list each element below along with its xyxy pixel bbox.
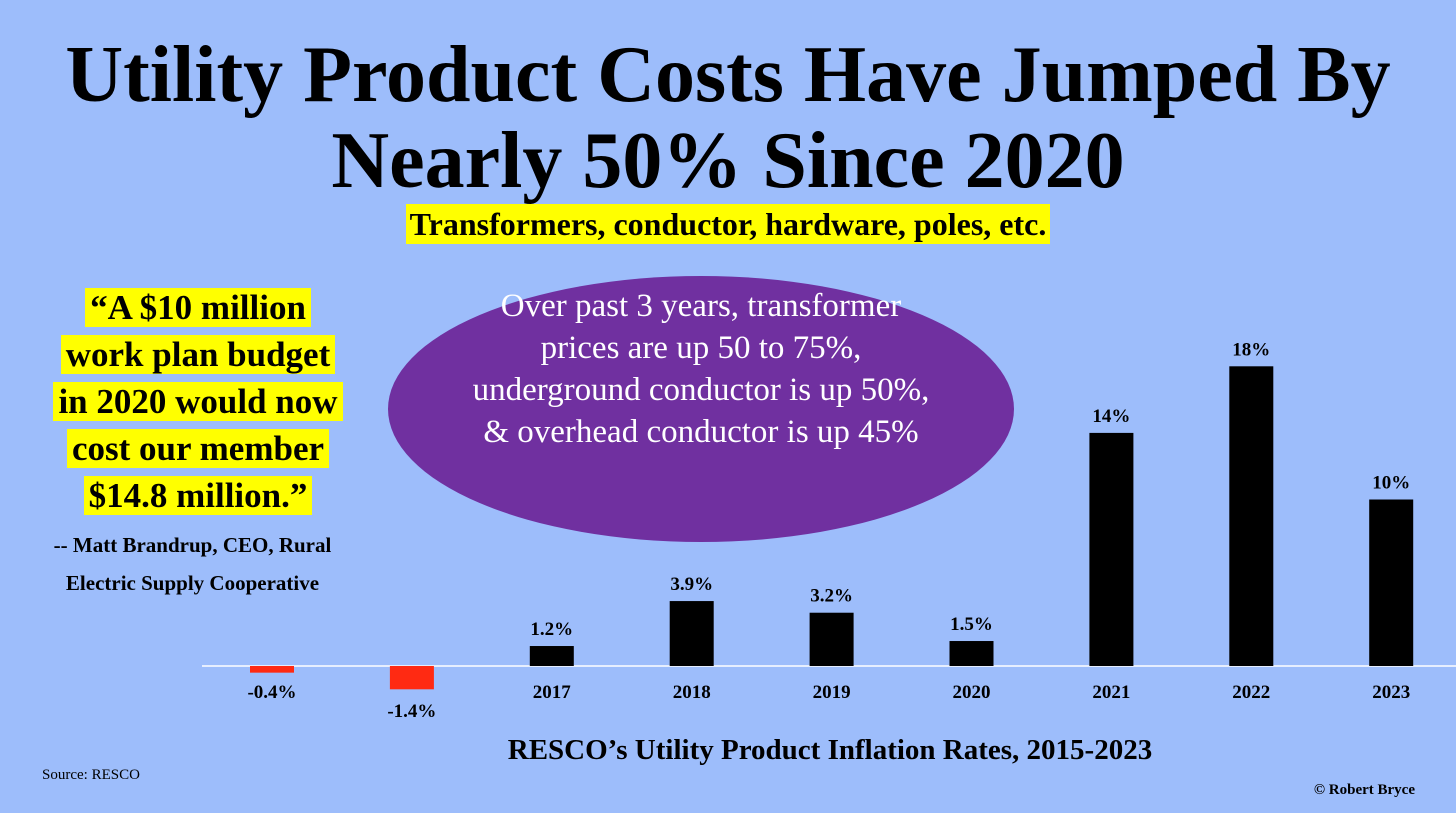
data-label: 10%	[1372, 473, 1410, 494]
source-note: Source: RESCO	[42, 767, 140, 783]
quote-line: cost our member	[66, 429, 330, 468]
quote-block: “A $10 million work plan budget in 2020 …	[18, 284, 378, 519]
data-label: -0.4%	[247, 682, 296, 703]
attribution-line: -- Matt Brandrup, CEO, Rural	[53, 533, 332, 557]
data-label: 3.9%	[670, 574, 713, 595]
bar	[1089, 432, 1134, 666]
data-label: 3.2%	[810, 586, 853, 607]
chart-subtitle-wrap: Transformers, conductor, hardware, poles…	[0, 204, 1456, 244]
callout-text: Over past 3 years, transformer prices ar…	[472, 288, 930, 450]
data-label: 1.2%	[530, 619, 573, 640]
data-label: 18%	[1232, 339, 1270, 360]
x-tick-label: 2022	[1232, 682, 1270, 703]
x-tick-label: 2023	[1372, 682, 1410, 703]
bar	[809, 612, 854, 666]
bar	[389, 666, 434, 690]
quote-line: in 2020 would now	[53, 382, 343, 421]
copyright-note: © Robert Bryce	[1313, 782, 1415, 798]
bar	[669, 601, 714, 666]
data-label: 14%	[1092, 406, 1130, 427]
bar	[250, 666, 294, 673]
quote-line: “A $10 million	[85, 288, 311, 327]
chart-subtitle: Transformers, conductor, hardware, poles…	[405, 204, 1051, 244]
chart-title: Utility Product Costs Have Jumped By Nea…	[65, 31, 1391, 205]
x-tick-label: 2018	[673, 682, 711, 703]
x-tick-label: 2020	[953, 682, 991, 703]
callout-ellipse	[388, 276, 1014, 542]
bar	[1369, 499, 1414, 666]
x-tick-label: 2021	[1092, 682, 1130, 703]
bar	[529, 646, 574, 666]
attribution-line: Electric Supply Cooperative	[65, 571, 320, 595]
x-tick-label: 2017	[533, 682, 572, 703]
x-tick-label: 2019	[813, 682, 851, 703]
bar	[949, 641, 994, 666]
quote-line: $14.8 million.”	[83, 476, 313, 515]
quote-line: work plan budget	[60, 335, 336, 374]
bar	[1229, 366, 1274, 666]
quote-attribution: -- Matt Brandrup, CEO, Rural Electric Su…	[20, 526, 365, 602]
data-label: -1.4%	[387, 701, 436, 722]
x-axis-title: RESCO’s Utility Product Inflation Rates,…	[507, 734, 1153, 766]
data-label: 1.5%	[950, 614, 993, 635]
